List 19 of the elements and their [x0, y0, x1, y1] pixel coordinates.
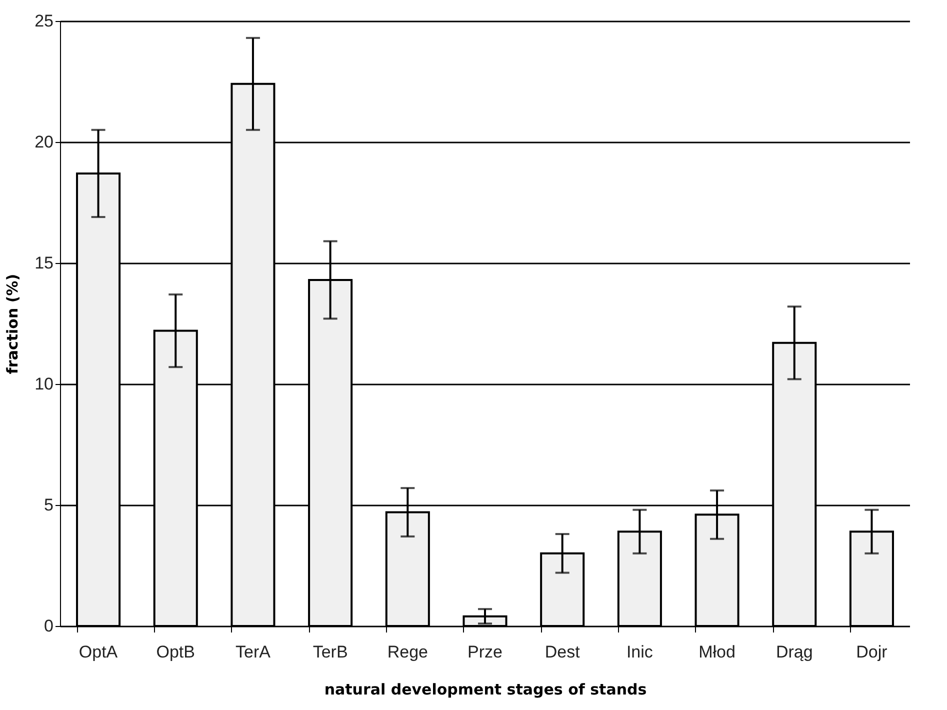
- x-tick-label: Prze: [468, 642, 502, 662]
- y-tick-label: 15: [34, 254, 54, 272]
- y-tick-label: 10: [34, 374, 54, 394]
- x-tick-label: TerB: [312, 642, 348, 662]
- x-tick-label: Inic: [626, 642, 654, 662]
- y-tick-label: 5: [44, 496, 54, 514]
- y-tick-label: 25: [34, 12, 54, 30]
- x-tick-label: TerA: [235, 642, 272, 662]
- x-tick-label: Dest: [544, 642, 580, 662]
- x-tick-label: Młod: [698, 642, 736, 662]
- y-axis-title: fraction (%): [4, 274, 22, 374]
- x-tick-label: Dojr: [856, 642, 888, 662]
- y-tick-label: 0: [44, 616, 54, 636]
- y-tick-label: 20: [34, 132, 54, 152]
- x-tick-label: OptB: [156, 642, 196, 662]
- x-axis-title: natural development stages of stands: [324, 680, 647, 698]
- x-tick-label: Rege: [387, 642, 428, 662]
- x-tick-label: Drąg: [776, 642, 813, 662]
- x-tick-label: OptA: [78, 642, 118, 662]
